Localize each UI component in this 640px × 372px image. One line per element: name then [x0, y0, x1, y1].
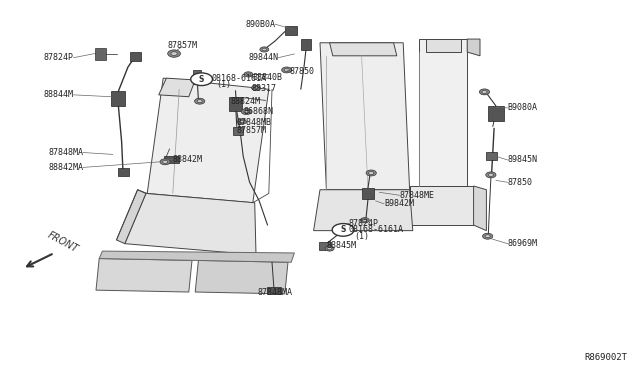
Text: S: S — [199, 75, 204, 84]
Text: 88824M: 88824M — [230, 97, 260, 106]
Circle shape — [237, 119, 246, 124]
Circle shape — [260, 47, 269, 52]
Bar — [488, 106, 504, 121]
Polygon shape — [474, 186, 486, 231]
Circle shape — [362, 219, 367, 222]
Circle shape — [483, 233, 493, 239]
Text: 87850: 87850 — [290, 67, 315, 76]
Circle shape — [284, 68, 289, 71]
Circle shape — [360, 218, 369, 223]
Polygon shape — [96, 259, 192, 292]
Circle shape — [244, 72, 253, 77]
Text: 87857M: 87857M — [168, 41, 197, 50]
Circle shape — [486, 172, 496, 178]
Text: 88317: 88317 — [252, 84, 276, 93]
Circle shape — [485, 235, 490, 238]
Polygon shape — [467, 39, 480, 56]
Text: 89845N: 89845N — [508, 155, 538, 164]
Text: (1): (1) — [354, 232, 369, 241]
Text: 87850: 87850 — [508, 178, 532, 187]
Bar — [267, 287, 281, 294]
Text: 87857M: 87857M — [237, 126, 267, 135]
Circle shape — [262, 48, 267, 51]
Text: 08168-6161A: 08168-6161A — [211, 74, 266, 83]
Circle shape — [479, 89, 490, 95]
Text: B9842M: B9842M — [384, 199, 414, 208]
Text: 88845M: 88845M — [326, 241, 356, 250]
Bar — [285, 26, 297, 35]
Circle shape — [195, 98, 205, 104]
Circle shape — [240, 121, 244, 123]
Bar — [164, 156, 179, 163]
Polygon shape — [419, 39, 467, 186]
Circle shape — [191, 73, 212, 86]
Bar — [362, 188, 374, 199]
Circle shape — [252, 85, 260, 90]
Bar — [95, 48, 106, 60]
Text: FRONT: FRONT — [46, 230, 80, 255]
Circle shape — [325, 246, 334, 251]
Text: B9080A: B9080A — [508, 103, 538, 112]
Text: 89844N: 89844N — [248, 53, 278, 62]
Bar — [229, 97, 242, 111]
Circle shape — [482, 90, 487, 93]
Polygon shape — [320, 43, 410, 190]
Bar — [233, 127, 243, 135]
Circle shape — [253, 86, 259, 89]
Polygon shape — [410, 186, 474, 225]
Circle shape — [171, 52, 177, 55]
Text: R869002T: R869002T — [584, 353, 627, 362]
Text: 87848MA: 87848MA — [48, 148, 83, 157]
Circle shape — [282, 67, 292, 73]
Text: 890B0A: 890B0A — [245, 20, 275, 29]
Text: 08168-6161A: 08168-6161A — [349, 225, 404, 234]
Circle shape — [488, 173, 493, 176]
Polygon shape — [426, 39, 461, 52]
Polygon shape — [314, 190, 413, 231]
Circle shape — [366, 170, 376, 176]
Bar — [193, 70, 201, 84]
Bar — [118, 168, 129, 176]
Bar — [319, 242, 331, 250]
Polygon shape — [159, 78, 195, 97]
Text: S: S — [340, 225, 346, 234]
Text: 88842MA: 88842MA — [48, 163, 83, 172]
Circle shape — [197, 100, 202, 103]
Polygon shape — [116, 190, 146, 244]
Polygon shape — [99, 251, 294, 262]
Circle shape — [246, 73, 251, 76]
Text: (1): (1) — [216, 80, 231, 89]
Text: 88842M: 88842M — [173, 155, 203, 164]
Polygon shape — [125, 193, 256, 255]
Polygon shape — [330, 43, 397, 56]
Text: 87848MB: 87848MB — [237, 118, 272, 126]
Circle shape — [332, 224, 354, 236]
Bar — [130, 52, 141, 61]
Text: 87824P: 87824P — [349, 219, 379, 228]
Text: 87848MA: 87848MA — [258, 288, 292, 296]
Text: 86969M: 86969M — [508, 239, 538, 248]
Circle shape — [244, 110, 249, 113]
Polygon shape — [147, 78, 269, 203]
Bar — [301, 39, 311, 50]
Text: 87824P: 87824P — [44, 53, 74, 62]
Circle shape — [241, 109, 252, 115]
Text: 87848ME: 87848ME — [400, 191, 435, 200]
Bar — [111, 91, 125, 106]
Bar — [486, 152, 497, 160]
Text: 88840B: 88840B — [253, 73, 283, 81]
Circle shape — [160, 159, 170, 165]
Text: 86868N: 86868N — [243, 107, 273, 116]
Circle shape — [163, 160, 168, 163]
Circle shape — [369, 171, 374, 174]
Circle shape — [328, 247, 332, 250]
Polygon shape — [195, 260, 288, 294]
Circle shape — [168, 50, 180, 57]
Text: 88844M: 88844M — [44, 90, 74, 99]
